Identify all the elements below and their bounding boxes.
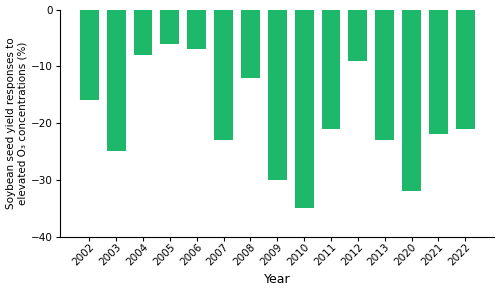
Bar	[188, 10, 206, 49]
Bar	[402, 10, 421, 191]
Bar	[456, 10, 474, 129]
Bar	[429, 10, 448, 134]
Bar	[241, 10, 260, 78]
Bar	[268, 10, 286, 180]
Y-axis label: Soybean seed yield responses to
elevated O₃ concentrations (%): Soybean seed yield responses to elevated…	[6, 37, 27, 209]
Bar	[322, 10, 340, 129]
X-axis label: Year: Year	[264, 273, 290, 286]
Bar	[376, 10, 394, 140]
Bar	[106, 10, 126, 152]
Bar	[80, 10, 98, 100]
Bar	[134, 10, 152, 55]
Bar	[295, 10, 314, 208]
Bar	[160, 10, 180, 44]
Bar	[214, 10, 233, 140]
Bar	[348, 10, 368, 61]
